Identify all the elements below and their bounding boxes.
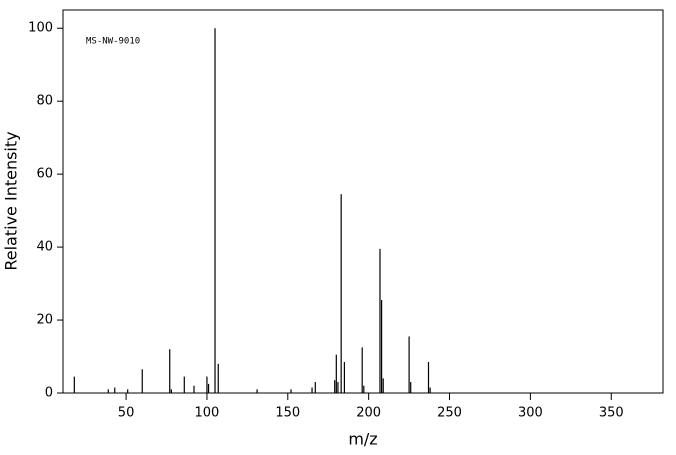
y-tick-label: 20: [36, 313, 53, 328]
x-tick-label: 350: [599, 406, 624, 421]
x-axis-label: m/z: [348, 430, 377, 449]
x-tick-label: 50: [118, 406, 135, 421]
x-tick-label: 200: [356, 406, 381, 421]
y-tick-label: 80: [36, 94, 53, 109]
plot-frame: [62, 9, 664, 394]
x-tick-label: 250: [437, 406, 462, 421]
y-tick-label: 60: [36, 167, 53, 182]
y-tick-label: 40: [36, 240, 53, 255]
y-axis-label: Relative Intensity: [2, 131, 21, 270]
annotation: MS-NW-9010: [86, 37, 140, 47]
x-tick-label: 150: [275, 406, 300, 421]
x-tick-label: 300: [518, 406, 543, 421]
y-tick-label: 0: [45, 386, 53, 401]
y-tick-label: 100: [28, 21, 53, 36]
x-tick-label: 100: [195, 406, 220, 421]
